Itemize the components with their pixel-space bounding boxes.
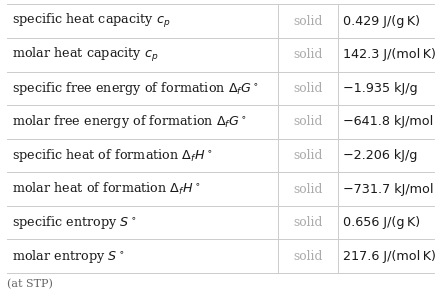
Text: solid: solid: [293, 183, 323, 195]
Text: −1.935 kJ/g: −1.935 kJ/g: [343, 82, 418, 95]
Text: solid: solid: [293, 216, 323, 229]
Text: specific heat of formation $\Delta_f H^\circ$: specific heat of formation $\Delta_f H^\…: [12, 147, 212, 164]
Text: solid: solid: [293, 48, 323, 61]
Text: molar free energy of formation $\Delta_f G^\circ$: molar free energy of formation $\Delta_f…: [12, 113, 247, 130]
Text: solid: solid: [293, 82, 323, 95]
Text: solid: solid: [293, 250, 323, 263]
Text: solid: solid: [293, 116, 323, 128]
Text: −731.7 kJ/mol: −731.7 kJ/mol: [343, 183, 434, 195]
Text: molar heat of formation $\Delta_f H^\circ$: molar heat of formation $\Delta_f H^\cir…: [12, 181, 201, 197]
Text: specific heat capacity $c_p$: specific heat capacity $c_p$: [12, 12, 170, 30]
Text: 217.6 J/(mol K): 217.6 J/(mol K): [343, 250, 436, 263]
Text: (at STP): (at STP): [7, 279, 52, 289]
Text: molar entropy $S^\circ$: molar entropy $S^\circ$: [12, 248, 124, 265]
Text: solid: solid: [293, 15, 323, 28]
Text: 0.429 J/(g K): 0.429 J/(g K): [343, 15, 420, 28]
Text: 142.3 J/(mol K): 142.3 J/(mol K): [343, 48, 436, 61]
Text: −641.8 kJ/mol: −641.8 kJ/mol: [343, 116, 433, 128]
Text: specific entropy $S^\circ$: specific entropy $S^\circ$: [12, 214, 136, 231]
Text: 0.656 J/(g K): 0.656 J/(g K): [343, 216, 420, 229]
Text: specific free energy of formation $\Delta_f G^\circ$: specific free energy of formation $\Delt…: [12, 80, 259, 97]
Text: molar heat capacity $c_p$: molar heat capacity $c_p$: [12, 46, 158, 64]
Text: −2.206 kJ/g: −2.206 kJ/g: [343, 149, 418, 162]
Text: solid: solid: [293, 149, 323, 162]
